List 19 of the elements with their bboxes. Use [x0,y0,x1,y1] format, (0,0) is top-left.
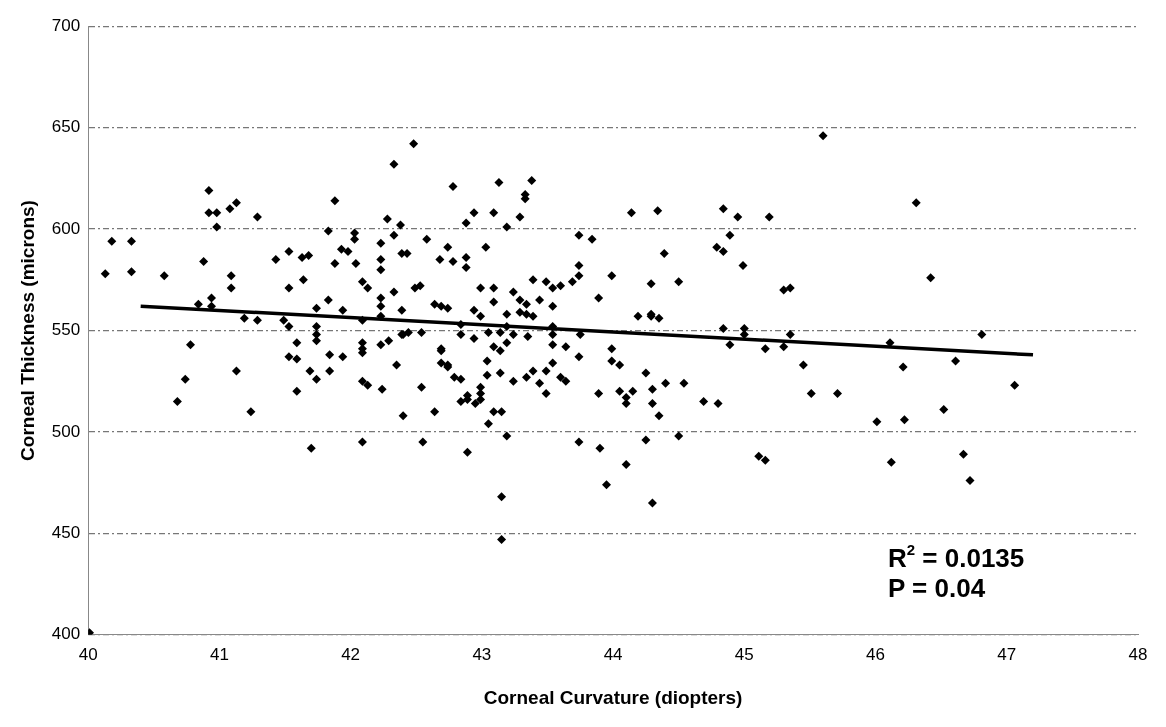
annotation: P = 0.04 [888,572,986,603]
y-tick-label: 500 [51,421,81,441]
y-tick-label: 700 [51,15,81,35]
x-tick-label: 45 [734,644,754,664]
y-axis-title: Corneal Thickness (microns) [16,200,38,461]
y-tick-label: 400 [51,624,81,644]
x-tick-label: 48 [1128,644,1148,664]
x-tick-label: 46 [866,644,885,664]
y-tick-label: 550 [51,320,81,340]
x-axis-title: Corneal Curvature (diopters) [483,686,743,708]
y-tick-label: 450 [51,523,81,543]
x-tick-label: 42 [341,644,361,664]
x-tick-label: 43 [472,644,492,664]
x-tick-label: 47 [997,644,1017,664]
x-tick-label: 40 [78,644,98,664]
y-tick-label: 650 [51,117,81,137]
y-tick-label: 600 [51,218,81,238]
x-tick-label: 41 [209,644,229,664]
x-tick-label: 44 [603,644,623,664]
